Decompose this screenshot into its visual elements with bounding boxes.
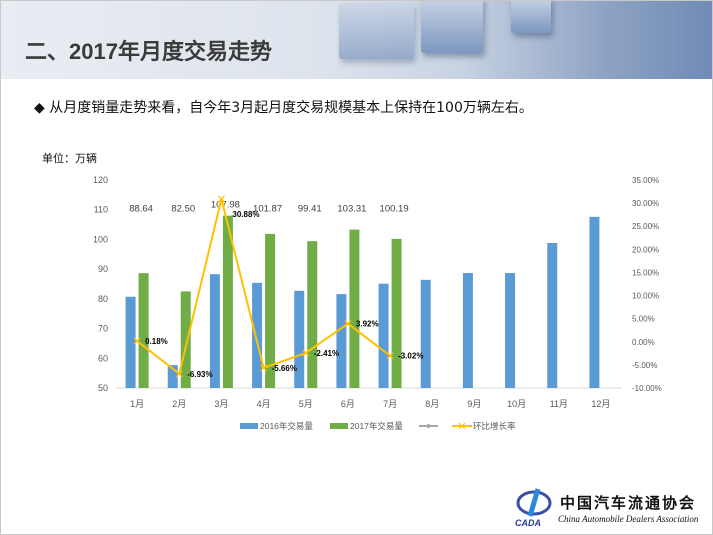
bar-2016 [167,365,178,388]
growth-rate-data-label: -5.66% [272,364,297,373]
y2-tick-label: 0.00% [632,338,655,347]
logo-english-name: China Automobile Dealers Association [558,514,699,524]
y2-tick-label: -10.00% [632,384,662,393]
growth-rate-data-label: 30.88% [232,210,259,219]
y-tick-label: 50 [98,383,108,393]
bar-2017-data-label: 101.87 [253,204,282,215]
y2-tick-label: 20.00% [632,245,659,254]
growth-rate-data-label: 0.18% [145,337,168,346]
y-tick-label: 110 [94,205,108,215]
unit-label: 单位：万辆 [42,152,97,165]
growth-rate-marker [344,320,352,328]
x-tick-label: 8月 [425,399,439,409]
legend-label-2017: 2017年交易量 [350,421,403,431]
bar-2016 [294,290,305,388]
bar-2016 [547,242,558,388]
y2-tick-label: 15.00% [632,268,659,277]
bar-2016 [378,283,389,388]
y-tick-label: 120 [93,175,108,185]
diamond-bullet-icon: ◆ [34,100,50,116]
legend-growth-rate-marker [458,422,466,430]
legend-gray-marker [426,424,431,428]
growth-rate-marker [260,364,268,372]
x-tick-label: 1月 [130,399,144,409]
x-tick-label: 9月 [467,399,481,409]
bar-2016 [589,216,600,388]
x-tick-label: 4月 [257,399,271,409]
y2-tick-label: 5.00% [632,315,655,324]
growth-rate-marker [217,195,225,203]
y-tick-label: 60 [98,353,108,363]
x-tick-label: 3月 [214,399,228,409]
x-tick-label: 10月 [507,399,526,409]
y2-tick-label: 25.00% [632,222,659,231]
bar-2017-data-label: 88.64 [129,204,153,215]
bar-2017 [222,215,233,388]
bar-2017 [307,241,318,388]
bar-2017 [349,229,360,388]
y2-tick-label: 10.00% [632,292,659,301]
x-tick-label: 7月 [383,399,397,409]
logo-chinese-name: 中国汽车流通协会 [560,494,697,512]
bar-2017 [180,291,191,388]
x-tick-label: 2月 [172,399,186,409]
legend-swatch-2016 [240,423,258,429]
header-cube-image [511,1,551,33]
bar-2017-data-label: 99.41 [298,204,322,215]
bar-2016 [336,294,347,388]
bullet-text-row: ◆ 从月度销量走势来看，自今年3月起月度交易规模基本上保持在100万辆左右。 [34,97,533,117]
y2-tick-label: 30.00% [632,199,659,208]
bar-2016 [420,279,431,388]
y2-tick-label: -5.00% [632,361,657,370]
bar-2017-data-label: 82.50 [171,204,195,215]
slide-header [1,1,712,79]
y-tick-label: 80 [98,294,108,304]
legend-swatch-2017 [330,423,348,429]
bar-2017-data-label: 103.31 [337,204,366,215]
bar-2016 [505,273,516,388]
x-tick-label: 11月 [550,399,568,409]
svg-text:CADA: CADA [515,518,541,528]
page-title: 二、2017年月度交易走势 [25,39,272,64]
legend-label-growth-rate: 环比增长率 [473,421,516,431]
bar-2016 [462,273,473,388]
x-tick-label: 6月 [341,399,355,409]
bar-2017 [138,273,149,388]
cada-logo-icon: CADA [515,488,552,528]
y-tick-label: 90 [98,264,108,274]
bar-2017-data-label: 100.19 [380,204,409,215]
bar-2016 [209,274,220,388]
bar-2017 [265,233,276,388]
growth-rate-data-label: -2.41% [314,349,339,358]
bar-2016 [252,282,263,388]
growth-rate-marker [133,337,141,345]
growth-rate-marker [175,370,183,378]
x-tick-label: 12月 [591,399,610,409]
x-tick-label: 5月 [299,399,313,409]
growth-rate-data-label: -3.02% [398,352,423,361]
y-tick-label: 70 [98,324,108,334]
bar-2017 [391,238,402,388]
bullet-text: 从月度销量走势来看，自今年3月起月度交易规模基本上保持在100万辆左右。 [49,100,533,116]
growth-rate-marker [386,352,394,360]
cada-logo: CADA 中国汽车流通协会 China Automobile Dealers A… [512,486,712,530]
growth-rate-data-label: 3.92% [356,320,379,329]
header-cube-image [339,3,414,59]
growth-rate-marker [302,349,310,357]
y2-tick-label: 35.00% [632,176,659,185]
header-cube-image [421,1,483,53]
bar-2016 [125,296,136,388]
legend-label-2016: 2016年交易量 [260,421,313,431]
growth-rate-data-label: -6.93% [187,370,212,379]
y-tick-label: 100 [93,234,108,244]
bar-2017-data-label: 107.98 [211,200,240,211]
